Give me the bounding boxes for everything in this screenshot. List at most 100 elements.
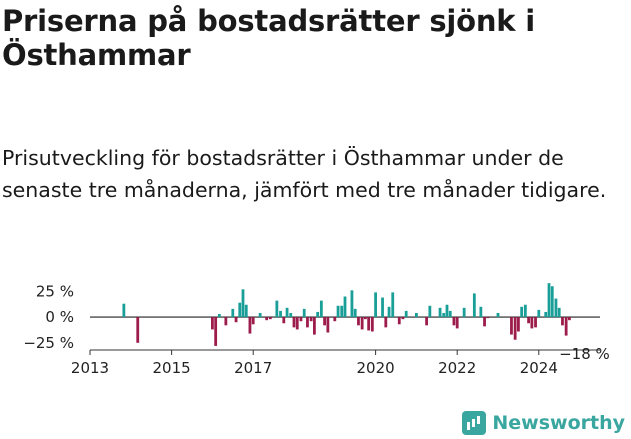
bar xyxy=(306,317,309,328)
x-tick-label: 2022 xyxy=(438,359,476,377)
bar xyxy=(452,317,456,326)
x-axis: 2013 2015 2017 2020 2022 2024 xyxy=(71,349,600,377)
newsworthy-logo-icon xyxy=(462,411,487,435)
bar xyxy=(214,317,218,346)
bar xyxy=(537,309,541,318)
bar xyxy=(326,317,330,333)
bar xyxy=(415,312,418,318)
bar xyxy=(510,317,513,335)
chart-subtitle: Prisutveckling för bostadsrätter i Östha… xyxy=(2,146,607,202)
bar xyxy=(554,298,558,318)
bar xyxy=(211,317,214,330)
bar xyxy=(258,312,262,318)
x-tick-label: 2013 xyxy=(71,359,109,377)
bar xyxy=(353,308,357,318)
bar xyxy=(357,317,360,326)
bar xyxy=(122,303,126,318)
bar xyxy=(517,317,520,332)
bar xyxy=(483,317,486,327)
bar xyxy=(479,306,483,318)
bar xyxy=(527,317,530,324)
bar xyxy=(448,310,452,318)
bar xyxy=(404,310,408,318)
bar xyxy=(544,311,548,318)
bar xyxy=(513,317,517,340)
bar xyxy=(350,290,354,318)
bar xyxy=(364,317,367,320)
bar xyxy=(561,317,564,326)
bar xyxy=(564,317,568,336)
bar-chart: 25 % 0 % −25 % 2013 2015 2017 2020 2022 2024 −1… xyxy=(23,282,610,377)
bar xyxy=(401,317,405,320)
bar xyxy=(292,317,296,328)
bar xyxy=(313,317,316,335)
bar xyxy=(534,317,537,328)
last-value-label: −18 % xyxy=(559,345,610,363)
bar xyxy=(285,307,289,318)
bar xyxy=(462,307,466,318)
bar xyxy=(309,317,313,322)
bar xyxy=(217,314,221,318)
bar xyxy=(391,292,395,318)
bar xyxy=(384,317,388,328)
bars xyxy=(122,283,571,346)
chart-title: Priserna på bostadsrätter sjönk i Östham… xyxy=(2,4,536,72)
y-axis-labels: 25 % 0 % −25 % xyxy=(23,282,74,351)
bar xyxy=(557,307,561,318)
bar xyxy=(268,317,272,320)
bar xyxy=(248,317,252,334)
bar xyxy=(282,317,286,324)
x-tick-label: 2015 xyxy=(153,359,191,377)
bar xyxy=(340,305,344,318)
bar xyxy=(381,297,384,318)
bar xyxy=(370,317,374,332)
bar xyxy=(472,293,476,318)
bar xyxy=(316,311,320,318)
bar xyxy=(319,300,323,318)
bar xyxy=(136,317,140,343)
bar xyxy=(367,317,371,331)
bar xyxy=(374,292,377,318)
bar xyxy=(428,305,432,318)
bar xyxy=(486,317,490,319)
bar xyxy=(251,317,255,325)
bar xyxy=(238,302,242,318)
bar xyxy=(289,312,293,318)
bar xyxy=(397,317,401,325)
y-tick-label: 0 % xyxy=(45,308,74,326)
annotation: −18 % xyxy=(559,345,610,363)
bar xyxy=(547,283,551,318)
bar xyxy=(343,296,347,318)
bar xyxy=(438,307,442,318)
bar xyxy=(520,306,524,318)
bar xyxy=(299,317,303,322)
bar xyxy=(279,310,282,318)
bar xyxy=(445,304,449,318)
bar xyxy=(302,308,306,318)
brand-name: Newsworthy xyxy=(492,412,625,434)
bar xyxy=(244,304,248,318)
bar xyxy=(295,317,299,330)
y-tick-label: 25 % xyxy=(36,282,74,300)
x-tick-label: 2017 xyxy=(234,359,272,377)
bar xyxy=(568,317,571,321)
bar xyxy=(523,304,527,318)
bar xyxy=(360,317,364,330)
bar xyxy=(231,308,235,318)
bar xyxy=(336,305,340,318)
bar xyxy=(550,286,554,318)
bar xyxy=(265,317,269,321)
bar xyxy=(442,312,446,318)
bar xyxy=(387,306,391,318)
bar xyxy=(323,317,326,326)
bar xyxy=(496,312,500,318)
bar xyxy=(425,317,428,326)
bar xyxy=(234,317,238,323)
brand: Newsworthy xyxy=(462,411,625,435)
bar xyxy=(333,317,337,322)
bar xyxy=(275,300,279,318)
x-tick-label: 2024 xyxy=(520,359,558,377)
bar xyxy=(241,289,245,318)
bar xyxy=(455,317,459,329)
x-tick-label: 2020 xyxy=(357,359,395,377)
